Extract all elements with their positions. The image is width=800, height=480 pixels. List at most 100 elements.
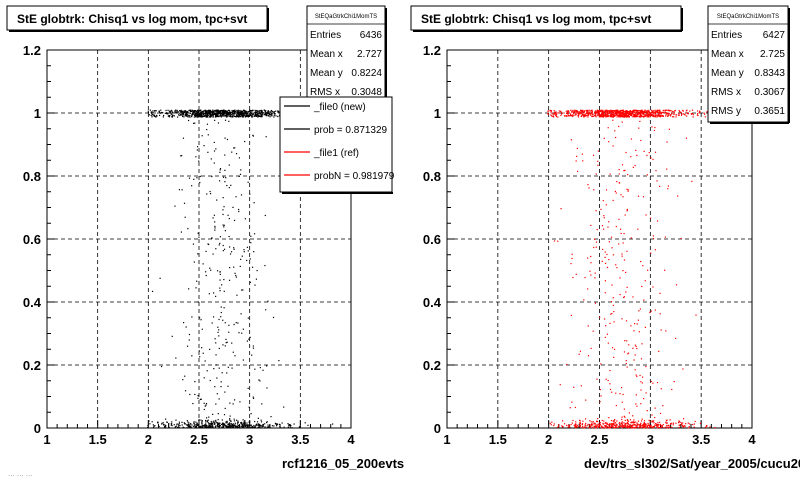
data-point <box>205 116 207 118</box>
data-point <box>631 425 633 427</box>
data-point <box>255 112 257 114</box>
data-point <box>168 110 171 112</box>
data-point <box>570 423 572 426</box>
data-point <box>640 115 642 117</box>
data-point <box>617 112 619 114</box>
data-point <box>653 129 656 132</box>
data-point <box>612 116 614 118</box>
data-point <box>259 367 261 369</box>
data-point <box>653 112 655 114</box>
data-point <box>675 116 677 118</box>
data-point <box>188 177 191 179</box>
data-point <box>218 425 220 427</box>
data-point <box>222 112 224 115</box>
data-point <box>148 420 150 422</box>
data-point <box>241 114 243 116</box>
data-point <box>592 426 594 428</box>
data-point <box>709 426 711 428</box>
data-point <box>219 111 221 113</box>
data-point <box>684 114 686 116</box>
data-point <box>233 113 235 115</box>
data-point <box>263 114 265 116</box>
data-point <box>227 366 229 368</box>
data-point <box>226 184 228 187</box>
data-point <box>234 112 236 114</box>
data-point <box>226 427 228 429</box>
data-point <box>611 247 613 249</box>
data-point <box>298 426 301 428</box>
data-point <box>182 112 185 115</box>
data-point <box>627 190 629 192</box>
data-point <box>611 423 613 425</box>
data-point <box>222 209 224 211</box>
data-point <box>659 110 661 112</box>
data-point <box>232 351 234 353</box>
data-point <box>666 141 668 143</box>
data-point <box>257 417 259 419</box>
data-point <box>192 243 195 245</box>
data-point <box>237 421 239 423</box>
data-point <box>619 116 622 118</box>
data-point <box>654 112 657 114</box>
data-point <box>213 141 215 144</box>
data-point <box>199 426 201 429</box>
data-point <box>634 114 636 116</box>
data-point <box>217 419 219 421</box>
data-point <box>191 112 194 115</box>
data-point <box>271 114 273 116</box>
data-point <box>270 109 273 112</box>
data-point <box>614 136 617 139</box>
data-point <box>168 423 170 425</box>
data-point <box>626 419 629 422</box>
data-point <box>654 416 656 419</box>
stats-label: Mean y <box>310 68 343 79</box>
data-point <box>243 249 245 251</box>
data-point <box>640 114 643 117</box>
data-point <box>662 115 664 117</box>
data-point <box>234 147 236 149</box>
data-point <box>216 111 219 113</box>
data-point <box>228 110 231 112</box>
data-point <box>196 111 198 113</box>
data-point <box>673 380 675 383</box>
data-point <box>232 403 234 405</box>
data-point <box>640 358 643 360</box>
data-point <box>262 112 264 114</box>
data-point <box>202 113 204 115</box>
data-point <box>626 115 629 117</box>
data-point <box>688 427 690 429</box>
data-point <box>273 114 275 117</box>
data-point <box>568 110 570 112</box>
data-point <box>186 420 188 422</box>
data-point <box>637 113 640 115</box>
data-point <box>331 423 334 425</box>
data-point <box>192 110 194 112</box>
data-point <box>563 115 566 117</box>
data-point <box>666 427 668 429</box>
data-point <box>642 115 644 118</box>
data-point <box>197 301 199 303</box>
data-point <box>599 425 601 427</box>
data-point <box>199 181 201 184</box>
data-point <box>640 425 642 427</box>
data-point <box>222 424 224 426</box>
data-point <box>632 113 634 115</box>
data-point <box>190 422 192 425</box>
data-point <box>189 110 192 112</box>
data-point <box>205 404 207 406</box>
data-point <box>195 112 197 114</box>
data-point <box>592 154 595 156</box>
data-point <box>603 215 605 217</box>
data-point <box>195 287 197 289</box>
data-point <box>646 114 648 116</box>
data-point <box>228 246 231 248</box>
data-point <box>199 113 201 116</box>
data-point <box>229 426 232 428</box>
data-point <box>243 422 245 425</box>
data-point <box>605 116 607 118</box>
data-point <box>651 112 653 114</box>
data-point <box>622 269 624 272</box>
data-point <box>288 423 290 426</box>
data-point <box>599 116 601 118</box>
data-point <box>566 115 568 117</box>
